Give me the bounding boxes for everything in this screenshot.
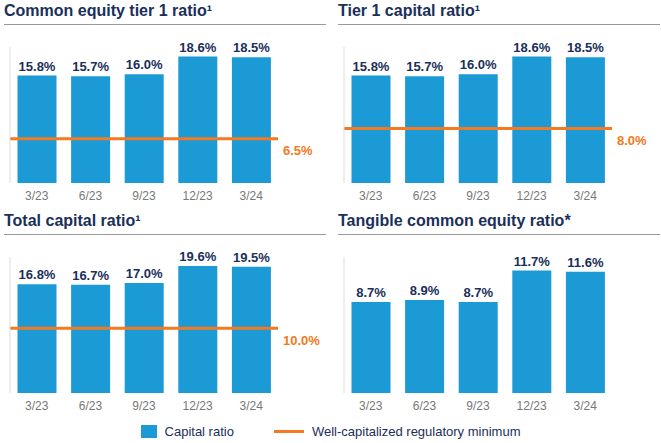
html-text:Tier 1 capital ratio¹: Tier 1 capital ratio¹ [338,2,480,19]
svg-text:9/23: 9/23 [132,189,156,203]
svg-text:9/23: 9/23 [132,399,156,413]
svg-text:18.5%: 18.5% [567,40,604,55]
svg-text:11.7%: 11.7% [514,254,551,269]
svg-text:12/23: 12/23 [183,189,213,203]
svg-text:3/23: 3/23 [25,189,49,203]
svg-text:19.6%: 19.6% [179,249,216,264]
svg-text:6/23: 6/23 [79,189,103,203]
svg-text:18.5%: 18.5% [233,40,270,55]
svg-text:8.7%: 8.7% [356,285,386,300]
svg-text:9/23: 9/23 [466,189,490,203]
svg-text:8.9%: 8.9% [410,283,440,298]
svg-text:12/23: 12/23 [517,189,547,203]
html-text:Well-capitalized regulatory mi: Well-capitalized regulatory minimum [311,424,521,439]
svg-text:3/24: 3/24 [240,399,264,413]
svg-text:6/23: 6/23 [79,399,103,413]
svg-text:15.8%: 15.8% [353,59,390,74]
svg-text:12/23: 12/23 [517,399,547,413]
svg-text:3/23: 3/23 [25,399,49,413]
html-text:Common equity tier 1 ratio¹: Common equity tier 1 ratio¹ [4,2,212,19]
svg-text:3/23: 3/23 [359,399,383,413]
svg-text:16.7%: 16.7% [72,268,109,283]
svg-text:3/24: 3/24 [240,189,264,203]
svg-text:15.7%: 15.7% [406,59,443,74]
svg-text:18.6%: 18.6% [179,40,216,55]
svg-text:16.8%: 16.8% [19,267,56,282]
svg-text:15.8%: 15.8% [19,59,56,74]
svg-text:9/23: 9/23 [466,399,490,413]
svg-text:3/23: 3/23 [359,189,383,203]
svg-text:15.7%: 15.7% [72,59,109,74]
svg-text:6/23: 6/23 [413,399,437,413]
svg-text:3/24: 3/24 [574,189,598,203]
svg-text:8.0%: 8.0% [617,133,647,148]
html-text:Total capital ratio¹: Total capital ratio¹ [4,212,141,229]
svg-text:17.0%: 17.0% [126,266,163,281]
svg-text:16.0%: 16.0% [460,57,497,72]
html-text:Capital ratio: Capital ratio [164,424,234,439]
svg-text:18.6%: 18.6% [513,40,550,55]
svg-text:16.0%: 16.0% [126,57,163,72]
svg-text:6.5%: 6.5% [283,143,313,158]
svg-text:6/23: 6/23 [413,189,437,203]
svg-text:19.5%: 19.5% [233,250,270,265]
html-text:Tangible common equity ratio*: Tangible common equity ratio* [338,212,571,229]
svg-text:12/23: 12/23 [183,399,213,413]
svg-text:3/24: 3/24 [574,399,598,413]
svg-text:10.0%: 10.0% [283,333,320,348]
svg-text:11.6%: 11.6% [567,255,604,270]
svg-text:8.7%: 8.7% [463,285,493,300]
